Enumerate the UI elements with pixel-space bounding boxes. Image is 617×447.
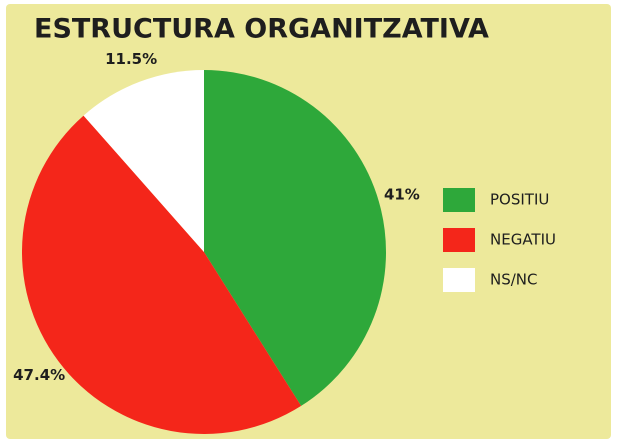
legend-label: POSITIU xyxy=(490,191,549,209)
pie-slice xyxy=(83,70,204,252)
pie-slice xyxy=(21,115,302,435)
legend-swatch xyxy=(443,228,475,252)
legend-swatch xyxy=(443,188,475,212)
value-label: 41% xyxy=(384,185,420,203)
chart-title: ESTRUCTURA ORGANITZATIVA xyxy=(34,14,489,45)
legend-label: NS/NC xyxy=(490,271,538,289)
value-label: 47.4% xyxy=(13,366,65,384)
legend-label: NEGATIU xyxy=(490,231,556,249)
pie-slice xyxy=(204,70,387,406)
legend-swatch xyxy=(443,268,475,292)
value-label: 11.5% xyxy=(105,50,157,68)
